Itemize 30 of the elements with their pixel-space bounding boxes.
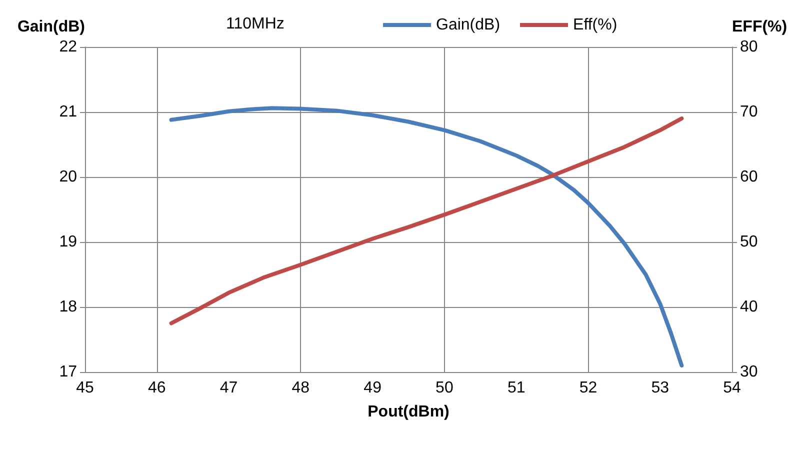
text: 110MHz	[226, 16, 284, 32]
y2-tick-label: 80	[740, 38, 758, 56]
y-tick-label: 19	[59, 234, 78, 250]
x-tick-label: 47	[220, 380, 238, 396]
x-tick-label: 48	[292, 380, 310, 396]
y-axis-title: Gain(dB)	[17, 18, 85, 36]
x-tick-label: 45	[76, 380, 94, 396]
legend-label: Gain(dB)	[436, 16, 500, 34]
y-tick-label: 20	[59, 168, 78, 186]
y-tick-label: 18	[59, 298, 78, 316]
y2-tick-label: 70	[740, 104, 758, 120]
y2-tick-label: 50	[740, 234, 758, 250]
x-tick-label: 52	[579, 380, 598, 396]
y-tick-label: 17	[59, 364, 78, 380]
line-series	[169, 116, 684, 326]
x-axis-title: Pout(dBm)	[368, 404, 450, 420]
x-tick-label: 51	[507, 380, 526, 396]
y2-tick-label: 60	[740, 168, 758, 186]
x-tick-label: 49	[364, 380, 382, 396]
y-tick-label: 21	[59, 104, 78, 120]
y2-tick-label: 30	[740, 364, 758, 380]
x-tick-label: 50	[436, 380, 454, 396]
line-series	[169, 106, 684, 368]
x-tick-label: 54	[723, 380, 741, 396]
y2-axis-title: EFF(%)	[732, 18, 788, 36]
x-tick-label: 46	[148, 380, 166, 396]
y2-tick-label: 40	[740, 298, 758, 316]
y-tick-label: 22	[59, 38, 78, 56]
legend-label: Eff(%)	[573, 16, 618, 34]
x-tick-label: 53	[651, 380, 670, 396]
